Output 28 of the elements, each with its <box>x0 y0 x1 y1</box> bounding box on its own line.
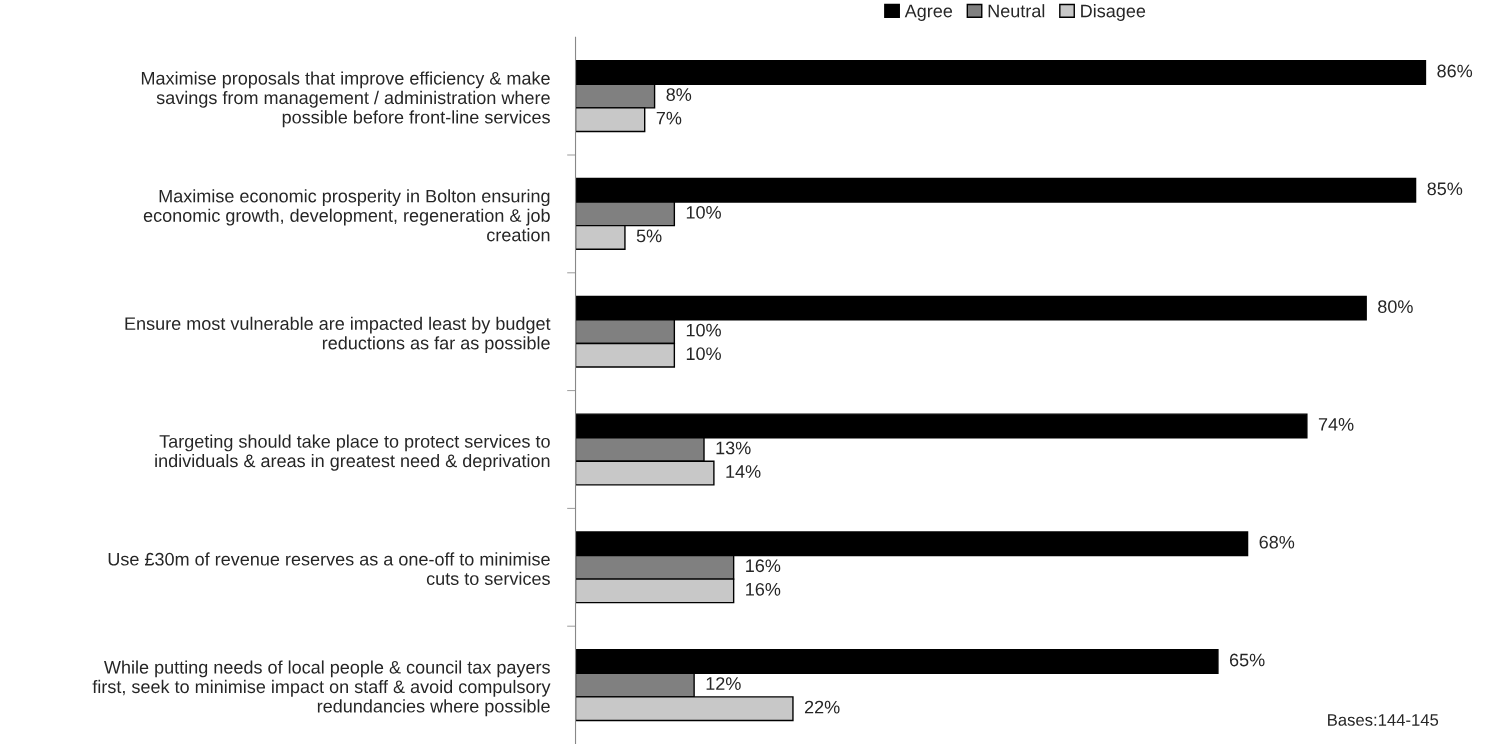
legend-label: Agree <box>904 4 953 21</box>
data-label: 12% <box>706 677 741 690</box>
data-label: 16% <box>746 559 781 573</box>
y-tick-label: Use £30m of revenue reserves as a one-off to minimise cuts to services <box>108 552 550 586</box>
data-label: 14% <box>726 465 761 478</box>
y-tick-label: Maximise proposals that improve efficiency & make savings from management / administration where possible before front-line services <box>141 71 550 128</box>
data-label: 86% <box>1437 64 1473 78</box>
data-label: 10% <box>686 347 721 361</box>
annotation: Bases:144-145 <box>1328 714 1439 726</box>
y-tick-label: Targeting should take place to protect services to individuals & areas in greatest need & deprivation <box>155 434 550 471</box>
data-label: 74% <box>1318 418 1354 431</box>
data-label: 65% <box>1229 653 1265 667</box>
data-label: 22% <box>804 700 840 714</box>
data-label: 85% <box>1427 182 1463 196</box>
data-label: 10% <box>686 205 721 219</box>
data-label: 7% <box>656 111 682 125</box>
y-tick-label: Ensure most vulnerable are impacted least by budget reductions as far as possible <box>125 316 551 354</box>
data-label: 13% <box>716 441 751 455</box>
data-label: 16% <box>746 582 781 596</box>
data-label: 8% <box>666 88 692 101</box>
y-tick-label: While putting needs of local people & council tax payers first, seek to minimise impact on staff & avoid compulsory redundancies where possible <box>92 660 551 717</box>
data-label: 68% <box>1259 535 1295 549</box>
y-tick-label: Maximise economic prosperity in Bolton ensuring economic growth, development, regeneration & job creation <box>143 189 550 242</box>
data-label: 5% <box>636 229 662 243</box>
legend-label: Disagee <box>1081 4 1146 21</box>
data-label: 80% <box>1378 300 1413 313</box>
data-label: 10% <box>686 323 721 337</box>
legend-label: Neutral <box>988 4 1045 18</box>
